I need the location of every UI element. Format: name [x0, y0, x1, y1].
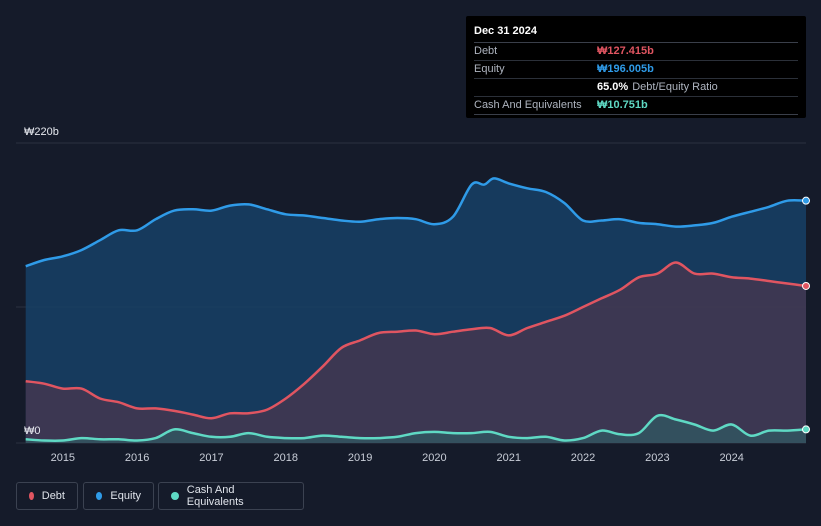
cash-dot-icon: [171, 492, 179, 500]
area-cash-and-equivalents: [25, 415, 806, 443]
tooltip-panel: Dec 31 2024 Debt ₩127.415b Equity ₩196.0…: [466, 16, 806, 118]
tooltip-ratio-caption: Debt/Equity Ratio: [632, 81, 718, 93]
area-debt: [25, 262, 806, 443]
series-endpoints: [802, 196, 810, 434]
x-tick-2020: 2020: [422, 452, 446, 464]
series-lines: [25, 177, 807, 442]
legend-item-equity[interactable]: Equity: [83, 482, 154, 510]
x-tick-2022: 2022: [571, 452, 595, 464]
debt-dot-icon: [29, 492, 34, 500]
x-tick-2023: 2023: [645, 452, 669, 464]
x-axis-ticks: 2015 2016 2017 2018 2019 2020 2021 2022 2023 2024: [51, 452, 744, 464]
endpoint-equity: [802, 196, 810, 205]
equity-dot-icon: [96, 492, 103, 500]
series-areas: [25, 178, 806, 443]
line-cash-and-equivalents: [25, 413, 807, 442]
x-tick-2021: 2021: [496, 452, 520, 464]
endpoint-debt: [802, 281, 810, 290]
tooltip-value-debt: ₩127.415b: [597, 45, 654, 57]
tooltip-value-cash: ₩10.751b: [597, 99, 648, 111]
endpoint-cash-and-equivalents: [802, 425, 810, 434]
y-tick-label-bottom: ₩0: [24, 425, 41, 437]
x-tick-2019: 2019: [348, 452, 372, 464]
legend-item-cash[interactable]: Cash And Equivalents: [158, 482, 304, 510]
line-debt: [25, 261, 807, 420]
tooltip-row-cash: Cash And Equivalents ₩10.751b: [474, 97, 798, 115]
x-tick-2024: 2024: [719, 452, 743, 464]
legend-label-cash: Cash And Equivalents: [186, 484, 244, 508]
line-equity: [25, 177, 807, 268]
tooltip-date: Dec 31 2024: [474, 24, 798, 43]
x-tick-2018: 2018: [274, 452, 298, 464]
tooltip-label-ratio: [474, 79, 597, 96]
legend-label-debt: Debt: [41, 490, 65, 502]
legend-item-debt[interactable]: Debt: [16, 482, 78, 510]
x-tick-2016: 2016: [125, 452, 149, 464]
legend-label-equity: Equity: [110, 490, 141, 502]
x-tick-2017: 2017: [199, 452, 223, 464]
tooltip-label-debt: Debt: [474, 45, 498, 57]
tooltip-label-cash: Cash And Equivalents: [474, 99, 582, 111]
tooltip-row-ratio: 65.0% Debt/Equity Ratio: [474, 79, 798, 97]
x-tick-2015: 2015: [51, 452, 75, 464]
y-tick-label-top: ₩220b: [24, 126, 59, 138]
tooltip-row-equity: Equity ₩196.005b: [474, 61, 798, 79]
tooltip-value-ratio: 65.0%: [597, 81, 629, 93]
tooltip-value-equity: ₩196.005b: [597, 63, 654, 75]
tooltip-label-equity: Equity: [474, 63, 505, 75]
tooltip-row-debt: Debt ₩127.415b: [474, 43, 798, 61]
